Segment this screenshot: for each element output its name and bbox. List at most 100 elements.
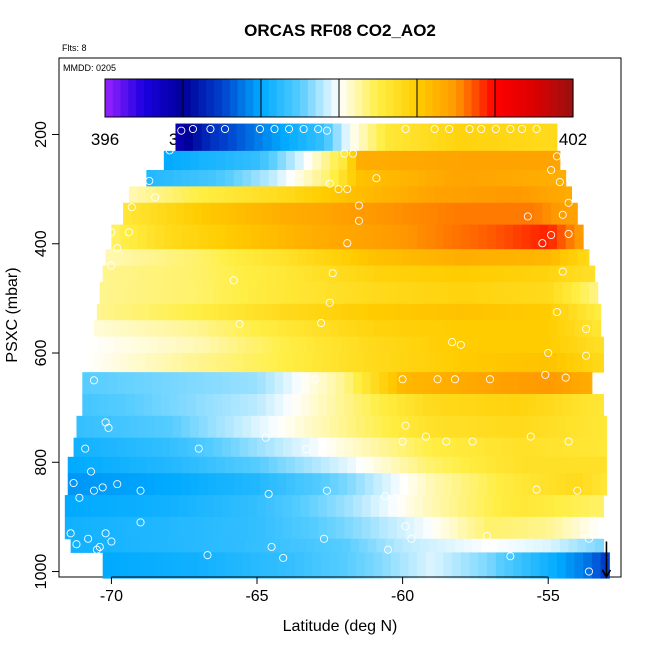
heatmap-cell	[166, 336, 176, 354]
heatmap-cell	[536, 516, 546, 540]
heatmap-cell	[210, 303, 220, 321]
heatmap-cell	[216, 150, 226, 171]
heatmap-cell	[277, 473, 287, 496]
heatmap-cell	[335, 372, 345, 395]
heatmap-cell	[449, 393, 459, 417]
heatmap-cell	[146, 456, 156, 474]
heatmap-cell	[449, 495, 459, 518]
heatmap-cell	[565, 320, 575, 338]
heatmap-cell	[230, 281, 241, 305]
heatmap-cell	[172, 320, 182, 338]
heatmap-cell	[399, 169, 409, 187]
heatmap-cell	[356, 224, 366, 250]
heatmap-cell	[99, 437, 110, 458]
heatmap-cell	[361, 495, 372, 518]
heatmap-cell	[347, 552, 357, 579]
heatmap-cell	[181, 169, 191, 187]
x-tick-label: -55	[537, 588, 560, 605]
heatmap-cell	[382, 224, 392, 250]
heatmap-cell	[268, 150, 278, 171]
heatmap-cell	[533, 538, 543, 553]
heatmap-cell	[434, 265, 444, 283]
heatmap-cell	[513, 186, 523, 204]
heatmap-cell	[504, 415, 514, 439]
sample-point	[506, 552, 515, 561]
sample-point	[220, 124, 230, 134]
heatmap-cell	[102, 456, 112, 474]
heatmap-cell	[99, 372, 110, 395]
heatmap-cell	[163, 224, 174, 250]
heatmap-cell	[207, 186, 217, 204]
heatmap-cell	[408, 169, 418, 187]
heatmap-cell	[108, 281, 118, 305]
heatmap-cell	[329, 224, 340, 250]
heatmap-cell	[350, 303, 360, 321]
heatmap-cell	[291, 437, 302, 458]
heatmap-cell	[431, 393, 441, 417]
heatmap-cell	[204, 516, 214, 540]
heatmap-cell	[425, 186, 436, 204]
heatmap-cell	[408, 456, 418, 474]
heatmap-band	[99, 281, 599, 305]
colorbar-segment	[541, 79, 551, 117]
heatmap-cell	[562, 516, 572, 540]
heatmap-cell	[257, 372, 267, 395]
heatmap-cell	[472, 336, 482, 354]
heatmap-cell	[457, 372, 468, 395]
heatmap-cell	[184, 538, 194, 553]
heatmap-cell	[373, 150, 383, 171]
heatmap-cell	[181, 552, 191, 579]
heatmap-cell	[475, 372, 485, 395]
heatmap-band	[111, 224, 584, 250]
heatmap-cell	[251, 169, 261, 187]
heatmap-cell	[192, 202, 203, 226]
heatmap-cell	[312, 353, 322, 373]
heatmap-cell	[236, 336, 246, 354]
heatmap-cell	[356, 415, 366, 439]
heatmap-cell	[457, 495, 468, 518]
heatmap-cell	[393, 303, 404, 321]
heatmap-cell	[390, 150, 401, 171]
sample-point	[343, 185, 352, 194]
heatmap-cell	[172, 415, 182, 439]
sample-point	[84, 534, 93, 543]
heatmap-cell	[329, 415, 340, 439]
heatmap-cell	[571, 393, 581, 417]
heatmap-cell	[152, 437, 162, 458]
arrow-head	[601, 569, 612, 579]
heatmap-cell	[390, 169, 401, 187]
heatmap-cell	[332, 336, 342, 354]
heatmap-cell	[192, 303, 203, 321]
heatmap-cell	[187, 495, 197, 518]
heatmap-cell	[489, 202, 500, 226]
heatmap-cell	[501, 437, 511, 458]
heatmap-cell	[358, 123, 369, 152]
heatmap-cell	[373, 320, 383, 338]
heatmap-cell	[507, 249, 517, 267]
heatmap-cell	[600, 456, 607, 474]
heatmap-cell	[524, 202, 535, 226]
heatmap-cell	[286, 169, 296, 187]
heatmap-cell	[248, 372, 258, 395]
colorbar-segment	[549, 79, 558, 117]
heatmap-cell	[175, 336, 185, 354]
heatmap-cell	[460, 224, 471, 250]
heatmap-cell	[251, 265, 261, 283]
heatmap-cell	[210, 249, 220, 267]
heatmap-cell	[338, 224, 348, 250]
heatmap-cell	[190, 150, 200, 171]
heatmap-cell	[289, 202, 299, 226]
heatmap-cell	[323, 123, 334, 152]
heatmap-cell	[155, 353, 165, 373]
heatmap-cell	[297, 202, 308, 226]
heatmap-cell	[277, 169, 287, 187]
heatmap-cell	[425, 150, 436, 171]
heatmap-cell	[239, 437, 249, 458]
heatmap-cell	[271, 336, 281, 354]
heatmap-cell	[475, 495, 485, 518]
heatmap-cell	[565, 456, 575, 474]
heatmap-cell	[297, 538, 308, 553]
heatmap-cell	[93, 473, 104, 496]
heatmap-cell	[405, 495, 415, 518]
